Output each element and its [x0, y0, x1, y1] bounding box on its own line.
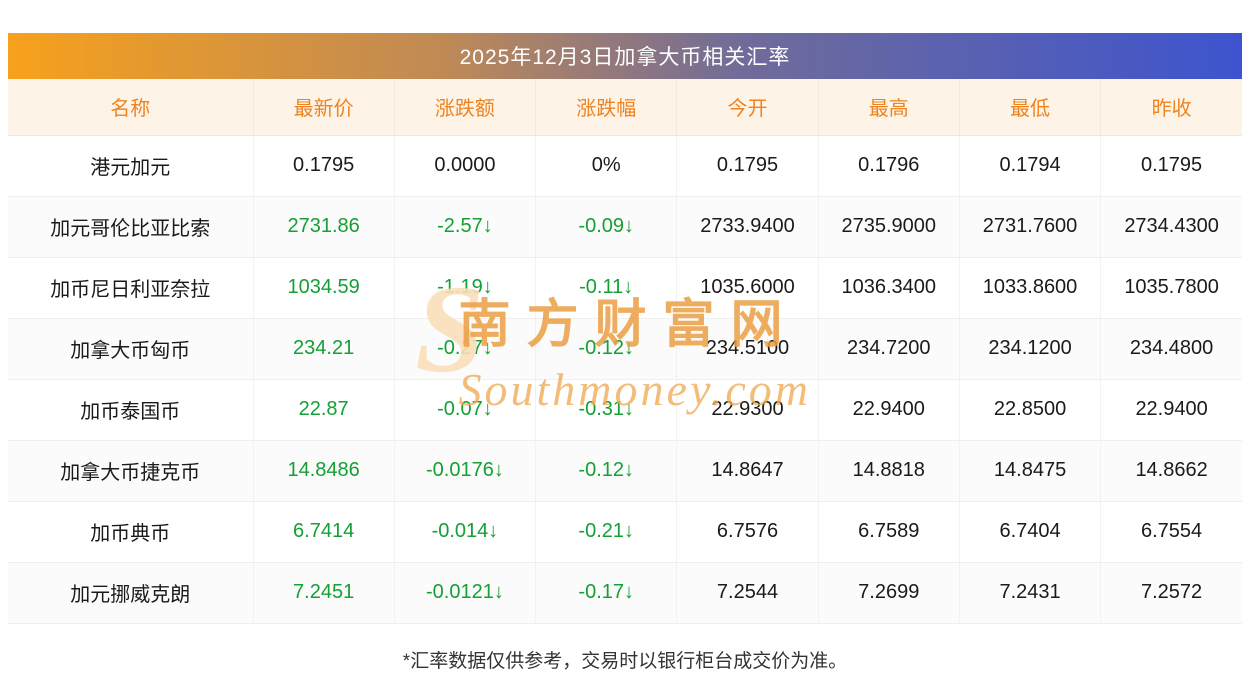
column-header-low: 最低	[959, 79, 1102, 136]
table-row: 加元哥伦比亚比索 2731.86 -2.57↓ -0.09↓ 2733.9400 2735…	[8, 196, 1242, 258]
rate-value: 234.21	[253, 318, 395, 380]
page-title: 2025年12月3日加拿大币相关汇率	[459, 46, 791, 69]
rate-value: 0.1795	[1100, 135, 1242, 197]
rate-value: 2731.86	[253, 196, 395, 258]
rate-value: 14.8647	[676, 440, 819, 502]
rate-value: 7.2544	[676, 562, 819, 624]
rate-value: 7.2572	[1100, 562, 1242, 624]
rate-value: 22.9400	[818, 379, 960, 441]
rate-value: 234.1200	[959, 318, 1102, 380]
rate-value: 7.2451	[253, 562, 395, 624]
rate-value: -0.31↓	[535, 379, 678, 441]
table-row: 港元加元 0.1795 0.0000 0% 0.1795 0.1796 0.1794 0.17…	[8, 135, 1242, 197]
rate-value: 1034.59	[253, 257, 395, 319]
currency-pair-name: 加拿大币匈币	[8, 318, 254, 380]
rate-value: -0.07↓	[394, 379, 537, 441]
rate-value: 6.7404	[959, 501, 1102, 563]
rate-value: 6.7576	[676, 501, 819, 563]
disclaimer-text: *汇率数据仅供参考，交易时以银行柜台成交价为准。	[402, 651, 848, 672]
rate-value: 22.87	[253, 379, 395, 441]
rate-value: 1033.8600	[959, 257, 1102, 319]
rate-value: 6.7589	[818, 501, 960, 563]
currency-pair-name: 港元加元	[8, 135, 254, 197]
exchange-rate-table: 名称 最新价 涨跌额 涨跌幅 今开 最高 最低 昨收 港元加元 0.1795 0.0…	[8, 79, 1242, 624]
rate-value: -0.12↓	[535, 318, 678, 380]
rate-value: 0.1795	[676, 135, 819, 197]
currency-pair-name: 加币尼日利亚奈拉	[8, 257, 254, 319]
currency-pair-name: 加元哥伦比亚比索	[8, 196, 254, 258]
rate-value: 22.9300	[676, 379, 819, 441]
table-row: 加币典币 6.7414 -0.014↓ -0.21↓ 6.7576 6.7589 6.740…	[8, 501, 1242, 563]
rate-value: 14.8818	[818, 440, 960, 502]
rate-value: -0.014↓	[394, 501, 537, 563]
rate-value: 7.2699	[818, 562, 960, 624]
rate-value: 0.1796	[818, 135, 960, 197]
rate-value: -0.09↓	[535, 196, 678, 258]
rate-value: 2731.7600	[959, 196, 1102, 258]
table-row: 加币尼日利亚奈拉 1034.59 -1.19↓ -0.11↓ 1035.6000 1036…	[8, 257, 1242, 319]
rate-value: 0.1794	[959, 135, 1102, 197]
rate-value: 1035.7800	[1100, 257, 1242, 319]
currency-pair-name: 加元挪威克朗	[8, 562, 254, 624]
rate-value: 234.5100	[676, 318, 819, 380]
rate-value: 1036.3400	[818, 257, 960, 319]
rate-value: -2.57↓	[394, 196, 537, 258]
rate-value: -0.12↓	[535, 440, 678, 502]
currency-pair-name: 加拿大币捷克币	[8, 440, 254, 502]
rate-value: 2733.9400	[676, 196, 819, 258]
rate-value: 0.0000	[394, 135, 537, 197]
rate-value: 234.4800	[1100, 318, 1242, 380]
rate-value: 6.7554	[1100, 501, 1242, 563]
column-header-latest-price: 最新价	[253, 79, 395, 136]
rate-value: -0.11↓	[535, 257, 678, 319]
rate-value: -0.17↓	[535, 562, 678, 624]
rate-value: 22.8500	[959, 379, 1102, 441]
table-row: 加币泰国币 22.87 -0.07↓ -0.31↓ 22.9300 22.9400 22.8…	[8, 379, 1242, 441]
column-header-name: 名称	[8, 79, 254, 136]
currency-pair-name: 加币典币	[8, 501, 254, 563]
rate-value: 7.2431	[959, 562, 1102, 624]
column-header-change-percent: 涨跌幅	[535, 79, 678, 136]
rate-value: -1.19↓	[394, 257, 537, 319]
column-header-prev-close: 昨收	[1100, 79, 1242, 136]
column-header-open: 今开	[676, 79, 819, 136]
rate-value: -0.27↓	[394, 318, 537, 380]
rate-value: 0%	[535, 135, 678, 197]
rate-value: 1035.6000	[676, 257, 819, 319]
table-row: 加元挪威克朗 7.2451 -0.0121↓ -0.17↓ 7.2544 7.2699 7.…	[8, 562, 1242, 624]
rate-value: -0.0176↓	[394, 440, 537, 502]
rate-value: 14.8662	[1100, 440, 1242, 502]
page-title-bar: 2025年12月3日加拿大币相关汇率	[8, 33, 1242, 79]
rate-value: 22.9400	[1100, 379, 1242, 441]
column-header-change-amount: 涨跌额	[394, 79, 537, 136]
rate-value: -0.21↓	[535, 501, 678, 563]
table-row: 加拿大币捷克币 14.8486 -0.0176↓ -0.12↓ 14.8647 14.88…	[8, 440, 1242, 502]
currency-pair-name: 加币泰国币	[8, 379, 254, 441]
rate-value: 234.7200	[818, 318, 960, 380]
table-header-row: 名称 最新价 涨跌额 涨跌幅 今开 最高 最低 昨收	[8, 79, 1242, 136]
rate-value: 0.1795	[253, 135, 395, 197]
rate-value: 6.7414	[253, 501, 395, 563]
rate-value: 2735.9000	[818, 196, 960, 258]
rate-value: 14.8475	[959, 440, 1102, 502]
rate-value: 2734.4300	[1100, 196, 1242, 258]
rate-value: 14.8486	[253, 440, 395, 502]
column-header-high: 最高	[818, 79, 960, 136]
table-row: 加拿大币匈币 234.21 -0.27↓ -0.12↓ 234.5100 234.7200…	[8, 318, 1242, 380]
rate-value: -0.0121↓	[394, 562, 537, 624]
